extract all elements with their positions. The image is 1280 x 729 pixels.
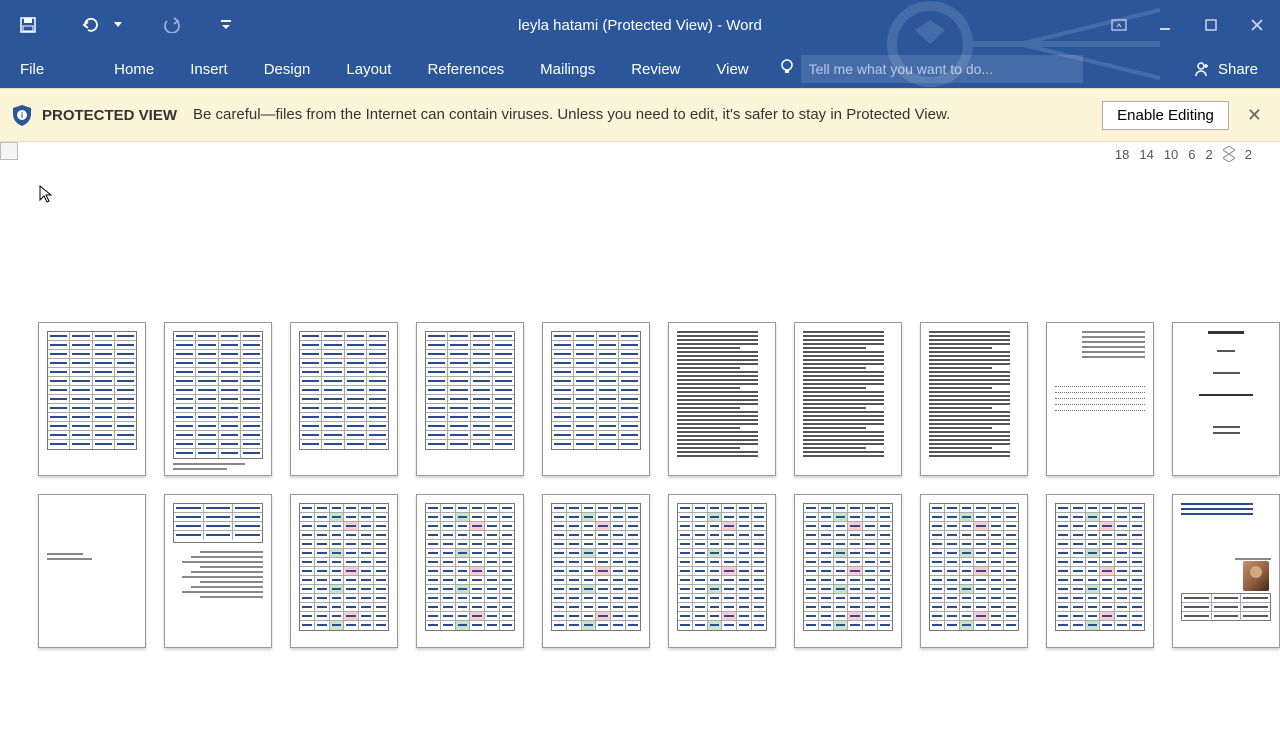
page-thumbnail[interactable] <box>1046 494 1154 648</box>
lightbulb-icon <box>779 58 795 81</box>
tab-layout[interactable]: Layout <box>328 50 409 88</box>
title-bar: leyla hatami (Protected View) - Word <box>0 0 1280 50</box>
page-thumbnail[interactable] <box>290 494 398 648</box>
shield-icon: i <box>10 103 34 127</box>
tab-home[interactable]: Home <box>96 50 172 88</box>
page-thumbnail[interactable] <box>1172 322 1280 476</box>
page-thumbnail[interactable] <box>1172 494 1280 648</box>
protected-view-bar: i PROTECTED VIEW Be careful—files from t… <box>0 88 1280 142</box>
customize-qat-icon[interactable] <box>216 7 236 43</box>
window-controls <box>1096 9 1280 41</box>
tab-review[interactable]: Review <box>613 50 698 88</box>
tell-me-wrap <box>779 55 1083 83</box>
document-canvas[interactable] <box>0 172 1280 729</box>
ruler-corner[interactable] <box>0 142 18 160</box>
tab-insert[interactable]: Insert <box>172 50 246 88</box>
undo-dropdown-icon[interactable] <box>108 7 128 43</box>
tab-view[interactable]: View <box>698 50 766 88</box>
tab-file[interactable]: File <box>0 50 64 88</box>
minimize-icon[interactable] <box>1142 9 1188 41</box>
page-thumbnail[interactable] <box>794 322 902 476</box>
page-thumbnail[interactable] <box>164 494 272 648</box>
ruler: 18 14 10 6 2 2 <box>0 142 1280 172</box>
tell-me-input[interactable] <box>801 55 1083 83</box>
page-thumbnail[interactable] <box>290 322 398 476</box>
mouse-cursor <box>38 184 54 209</box>
page-thumbnail[interactable] <box>542 494 650 648</box>
page-thumbnail[interactable] <box>920 322 1028 476</box>
page-thumbnail[interactable] <box>38 322 146 476</box>
tab-design[interactable]: Design <box>246 50 329 88</box>
undo-icon[interactable] <box>72 7 108 43</box>
protected-view-message: Be careful—files from the Internet can c… <box>193 105 1092 125</box>
maximize-icon[interactable] <box>1188 9 1234 41</box>
window-title: leyla hatami (Protected View) - Word <box>518 17 762 34</box>
redo-icon[interactable] <box>154 7 190 43</box>
share-button[interactable]: Share <box>1170 50 1280 88</box>
ribbon-tabs: File Home Insert Design Layout Reference… <box>0 50 1280 88</box>
svg-text:i: i <box>21 111 23 120</box>
tab-mailings[interactable]: Mailings <box>522 50 613 88</box>
share-label: Share <box>1218 61 1258 78</box>
share-icon <box>1192 60 1210 78</box>
page-thumbnail[interactable] <box>38 494 146 648</box>
quick-access-toolbar <box>0 7 236 43</box>
ribbon-display-icon[interactable] <box>1096 9 1142 41</box>
page-thumbnail[interactable] <box>1046 322 1154 476</box>
page-thumbnail[interactable] <box>668 494 776 648</box>
tab-references[interactable]: References <box>409 50 522 88</box>
page-thumbnail[interactable] <box>920 494 1028 648</box>
page-thumbnail[interactable] <box>668 322 776 476</box>
save-icon[interactable] <box>10 7 46 43</box>
enable-editing-button[interactable]: Enable Editing <box>1102 101 1229 130</box>
close-bar-icon[interactable]: ✕ <box>1239 105 1270 126</box>
page-thumbnails <box>38 322 1280 648</box>
page-thumbnail[interactable] <box>416 494 524 648</box>
page-thumbnail[interactable] <box>164 322 272 476</box>
page-thumbnail[interactable] <box>794 494 902 648</box>
page-thumbnail[interactable] <box>416 322 524 476</box>
protected-view-label: PROTECTED VIEW <box>42 107 177 124</box>
ruler-numbers: 18 14 10 6 2 2 <box>1115 146 1252 162</box>
close-icon[interactable] <box>1234 9 1280 41</box>
page-thumbnail[interactable] <box>542 322 650 476</box>
ruler-indent-marker[interactable] <box>1223 146 1235 162</box>
